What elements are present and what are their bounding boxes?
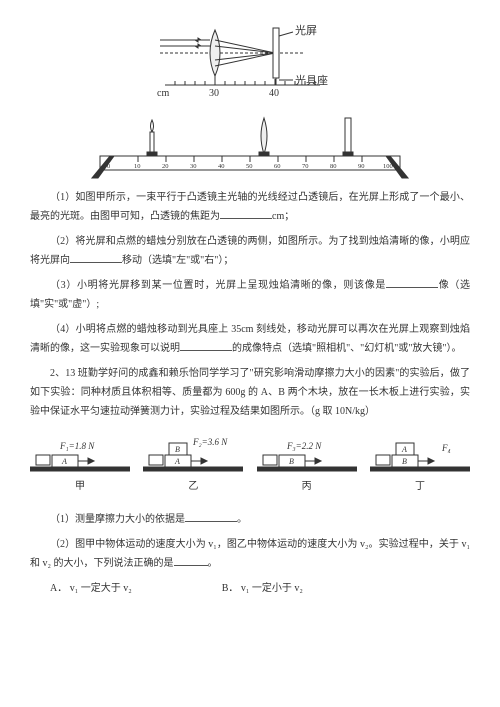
q1-blank (220, 210, 272, 219)
sq2-text-b: 。 (208, 558, 218, 569)
q4-blank (180, 342, 232, 351)
exp-bing: B F₃=2.2 N 丙 (257, 435, 357, 496)
svg-text:30: 30 (190, 163, 197, 170)
option-a: A． v₁ 一定大于 v₂ (30, 579, 132, 598)
question-1: （1）如图甲所示，一束平行于凸透镜主光轴的光线经过凸透镜后，在光屏上形成了一个最… (30, 188, 470, 226)
sub-question-1: （1）测量摩擦力大小的依据是 。 (30, 510, 470, 529)
svg-text:10: 10 (134, 163, 141, 170)
problem-2-intro: 2、13 班勤学好问的成鑫和赖乐怡同学学习了"研究影响滑动摩擦力大小的因素"的实… (30, 364, 470, 421)
tick-40: 40 (269, 88, 279, 98)
figure-lens-diagram: 光屏 光具座 cm 30 40 (30, 18, 470, 98)
exp-label-bing: 丙 (302, 477, 312, 496)
sub-question-2: （2）图甲中物体运动的速度大小为 v₁，图乙中物体运动的速度大小为 v₂。实验过… (30, 535, 470, 573)
q4-text-b: 的成像特点（选填"照相机"、"幻灯机"或"放大镜"）。 (232, 343, 462, 354)
svg-text:A: A (174, 457, 180, 466)
p2-text: 2、13 班勤学好问的成鑫和赖乐怡同学学习了"研究影响滑动摩擦力大小的因素"的实… (30, 368, 470, 417)
svg-text:A: A (401, 445, 407, 454)
q3-text-a: （3）小明将光屏移到某一位置时，光屏上呈现烛焰清晰的像，则该像是 (50, 280, 386, 291)
tick-30: 30 (209, 88, 219, 98)
svg-text:20: 20 (162, 163, 169, 170)
figure-optical-bench: 0 10 20 30 40 50 60 70 80 90 100 (30, 112, 470, 182)
svg-text:40: 40 (218, 163, 225, 170)
sq2-text-a: （2）图甲中物体运动的速度大小为 v₁，图乙中物体运动的速度大小为 v₂。实验过… (30, 539, 470, 569)
svg-text:100: 100 (383, 163, 393, 170)
sq1-text-a: （1）测量摩擦力大小的依据是 (50, 514, 185, 525)
exp-label-ding: 丁 (415, 477, 425, 496)
option-b: B． v₁ 一定小于 v₂ (202, 579, 303, 598)
q2-blank (70, 254, 122, 263)
exp-label-jia: 甲 (75, 477, 85, 496)
q2-text-b: 移动（选填"左"或"右"）； (122, 255, 233, 266)
sq2-blank (174, 557, 208, 566)
svg-text:B: B (402, 457, 407, 466)
question-2: （2）将光屏和点燃的蜡烛分别放在凸透镜的两侧，如图所示。为了找到烛焰清晰的像，小… (30, 232, 470, 270)
svg-text:B: B (289, 457, 294, 466)
question-3: （3）小明将光屏移到某一位置时，光屏上呈现烛焰清晰的像，则该像是像（选填"实"或… (30, 276, 470, 314)
svg-text:50: 50 (246, 163, 253, 170)
exp-yi: A B F₂=3.6 N 乙 (143, 431, 243, 496)
label-screen: 光屏 (295, 23, 317, 37)
svg-text:F₃=2.2 N: F₃=2.2 N (286, 441, 322, 451)
svg-text:80: 80 (330, 163, 337, 170)
svg-text:90: 90 (358, 163, 365, 170)
svg-text:F₂=3.6 N: F₂=3.6 N (192, 437, 228, 447)
bench-svg: 0 10 20 30 40 50 60 70 80 90 100 (90, 112, 410, 182)
svg-text:F₁=1.8 N: F₁=1.8 N (59, 441, 95, 451)
four-experiment-diagrams: A F₁=1.8 N 甲 A B F₂=3.6 N 乙 (30, 431, 470, 496)
svg-text:0: 0 (107, 163, 110, 170)
svg-text:A: A (61, 457, 67, 466)
label-bench: 光具座 (295, 73, 328, 87)
svg-text:70: 70 (302, 163, 309, 170)
sq1-text-b: 。 (237, 514, 247, 525)
options-row: A． v₁ 一定大于 v₂ B． v₁ 一定小于 v₂ (30, 579, 470, 598)
svg-text:60: 60 (274, 163, 281, 170)
q1-text-b: cm； (272, 211, 294, 222)
exp-ding: B A F₄ 丁 (370, 431, 470, 496)
svg-text:B: B (175, 445, 180, 454)
unit-cm: cm (157, 88, 169, 98)
q3-blank (386, 279, 438, 288)
exp-label-yi: 乙 (188, 477, 198, 496)
exp-jia: A F₁=1.8 N 甲 (30, 435, 130, 496)
lens-svg: 光屏 光具座 cm 30 40 (155, 18, 345, 98)
question-4: （4）小明将点燃的蜡烛移动到光具座上 35cm 刻线处，移动光屏可以再次在光屏上… (30, 320, 470, 358)
sq1-blank (185, 513, 237, 522)
svg-text:F₄: F₄ (441, 443, 451, 453)
